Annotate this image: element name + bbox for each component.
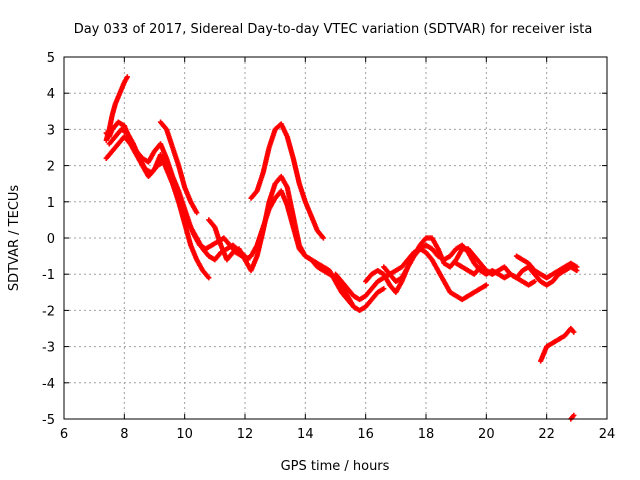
x-tick-label: 14 xyxy=(297,427,314,442)
data-point xyxy=(320,235,327,241)
y-tick-label: 2 xyxy=(47,160,55,175)
x-tick-label: 10 xyxy=(176,427,193,442)
y-tick-label: -4 xyxy=(42,377,55,392)
x-axis-ticks: 6 8 10 12 14 16 18 20 22 24 xyxy=(60,57,615,442)
x-tick-label: 22 xyxy=(538,427,555,442)
series-track-13 xyxy=(513,253,580,281)
x-tick-label: 16 xyxy=(357,427,374,442)
data-point xyxy=(571,329,577,335)
y-tick-label: -5 xyxy=(42,413,55,428)
series-track-14 xyxy=(538,325,577,364)
x-tick-label: 6 xyxy=(60,427,68,442)
data-point xyxy=(381,286,387,292)
data-points xyxy=(103,74,580,422)
data-point xyxy=(574,264,580,270)
x-tick-label: 24 xyxy=(599,427,616,442)
data-point xyxy=(532,278,538,285)
data-point xyxy=(483,282,489,288)
x-axis-label: GPS time / hours xyxy=(281,459,390,474)
series-track-8 xyxy=(242,188,387,313)
grid xyxy=(64,57,607,419)
y-tick-label: 3 xyxy=(47,123,55,138)
y-tick-label: 1 xyxy=(47,196,55,211)
x-tick-label: 20 xyxy=(478,427,495,442)
series-track-15 xyxy=(568,412,577,422)
data-point xyxy=(124,74,130,80)
x-tick-label: 18 xyxy=(418,427,435,442)
x-tick-label: 8 xyxy=(120,427,128,442)
data-point xyxy=(571,412,577,418)
y-axis-label: SDTVAR / TECUs xyxy=(7,185,22,292)
y-tick-label: -1 xyxy=(42,268,55,283)
series-track-4 xyxy=(106,126,251,263)
series-track-5 xyxy=(157,119,200,216)
series-track-12 xyxy=(453,260,580,288)
series-track-6 xyxy=(248,121,327,241)
y-axis-ticks: -5 -4 -3 -2 -1 0 1 2 3 4 5 xyxy=(42,51,607,428)
y-tick-label: -2 xyxy=(42,304,55,319)
data-point xyxy=(206,275,212,281)
chart-title: Day 033 of 2017, Sidereal Day-to-day VTE… xyxy=(74,22,593,37)
y-tick-label: 5 xyxy=(47,51,55,66)
y-tick-label: 0 xyxy=(47,232,55,247)
y-tick-label: 4 xyxy=(47,87,55,102)
y-tick-label: -3 xyxy=(42,341,55,356)
data-point xyxy=(194,210,200,216)
x-tick-label: 12 xyxy=(237,427,254,442)
